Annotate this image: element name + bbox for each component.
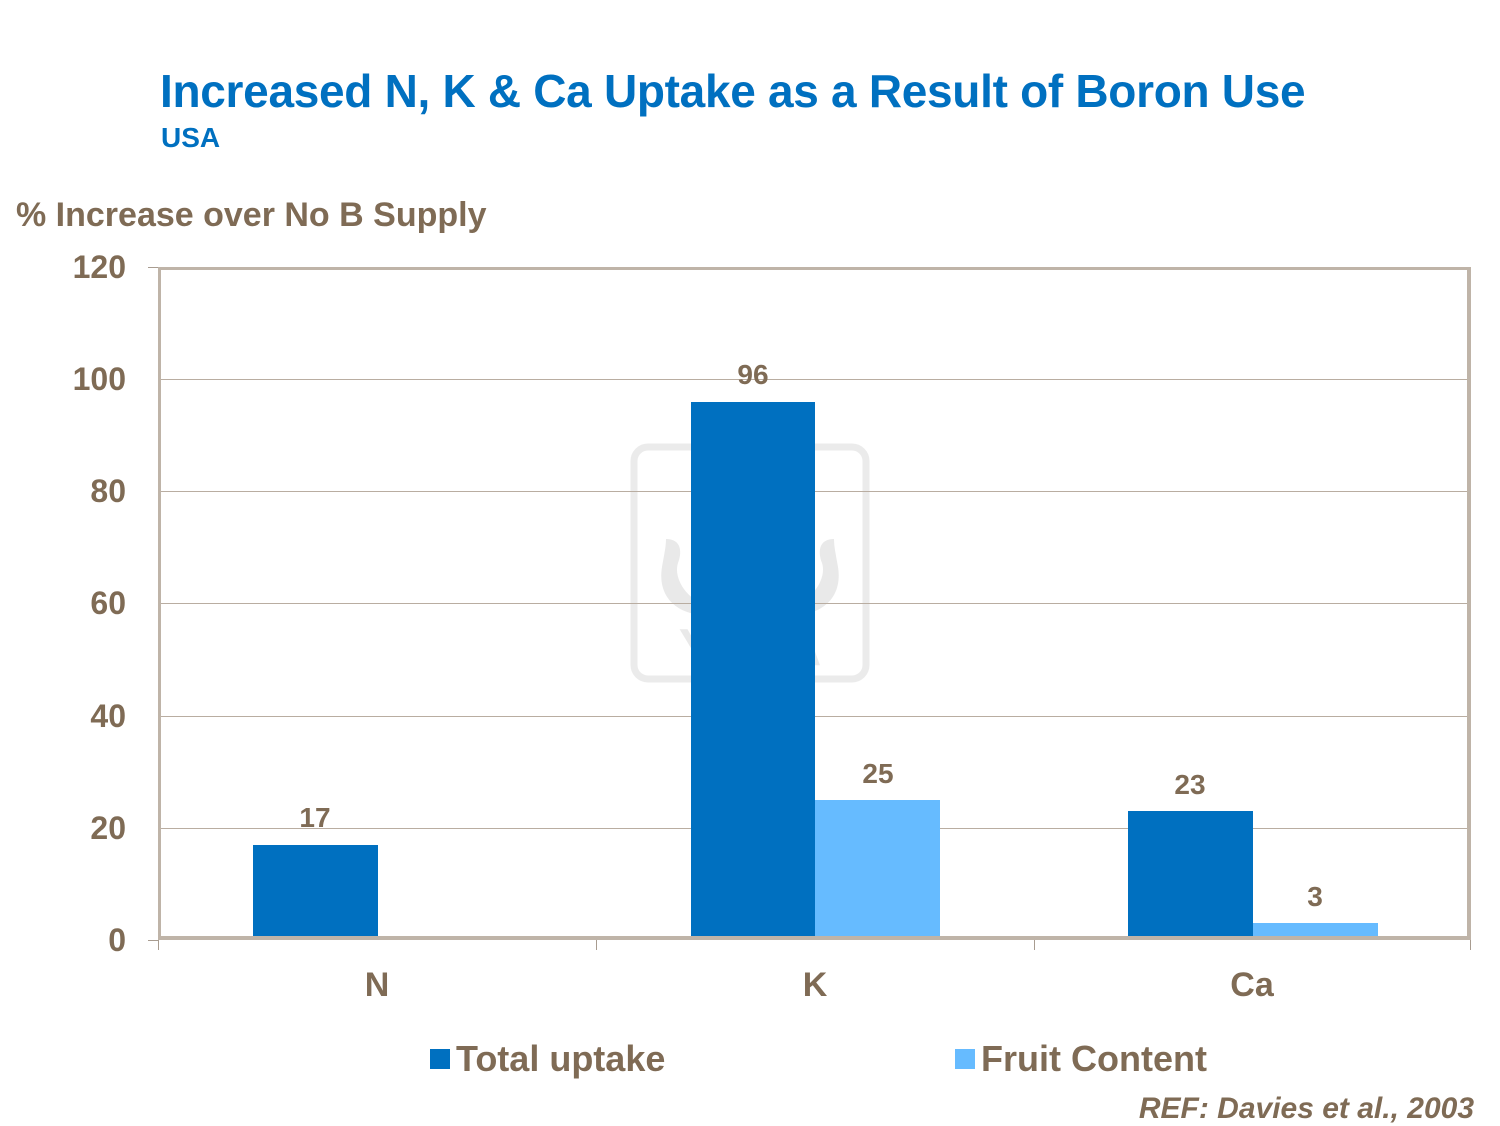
bar-n-total-uptake bbox=[253, 845, 378, 940]
gridline-100 bbox=[158, 379, 1471, 380]
x-category-ca: Ca bbox=[1230, 966, 1274, 1004]
y-tick-20: 20 bbox=[90, 810, 126, 846]
plot-frame bbox=[158, 267, 1471, 940]
y-axis-label: % Increase over No B Supply bbox=[16, 196, 487, 234]
x-tickmark bbox=[1034, 940, 1035, 950]
data-label-ca-total: 23 bbox=[1174, 769, 1206, 800]
data-label-ca-fruit: 3 bbox=[1307, 881, 1323, 912]
bar-k-fruit-content bbox=[815, 800, 940, 940]
data-label-n-total: 17 bbox=[299, 802, 331, 833]
legend-swatch-fruit-content bbox=[955, 1049, 975, 1069]
y-tick-120: 120 bbox=[72, 249, 126, 285]
y-tick-40: 40 bbox=[90, 698, 126, 734]
x-category-k: K bbox=[802, 966, 828, 1004]
bar-ca-total-uptake bbox=[1128, 811, 1253, 940]
legend-swatch-total-uptake bbox=[430, 1049, 450, 1069]
y-tick-100: 100 bbox=[72, 361, 126, 397]
y-tick-80: 80 bbox=[90, 473, 126, 509]
legend-item-fruit-content: Fruit Content bbox=[955, 1038, 1207, 1080]
plot-area: 17 96 25 23 3 bbox=[148, 267, 1471, 950]
y-tickmark bbox=[148, 267, 158, 268]
y-tick-0: 0 bbox=[108, 922, 126, 958]
data-label-k-fruit: 25 bbox=[862, 758, 894, 789]
y-tick-60: 60 bbox=[90, 585, 126, 621]
bar-k-total-uptake bbox=[691, 402, 815, 940]
legend-label-total-uptake: Total uptake bbox=[456, 1038, 666, 1079]
data-label-k-total: 96 bbox=[737, 359, 769, 390]
chart-title: Increased N, K & Ca Uptake as a Result o… bbox=[160, 65, 1306, 117]
bar-ca-fruit-content bbox=[1253, 923, 1378, 940]
legend-label-fruit-content: Fruit Content bbox=[981, 1038, 1207, 1079]
x-tickmark bbox=[1470, 940, 1471, 950]
reference-note: REF: Davies et al., 2003 bbox=[1138, 1092, 1474, 1125]
x-tickmark bbox=[596, 940, 597, 950]
legend-item-total-uptake: Total uptake bbox=[430, 1038, 665, 1080]
chart-subtitle: USA bbox=[161, 122, 221, 153]
x-tickmark bbox=[158, 940, 159, 950]
x-category-n: N bbox=[364, 966, 390, 1004]
y-tickmark bbox=[148, 940, 158, 941]
